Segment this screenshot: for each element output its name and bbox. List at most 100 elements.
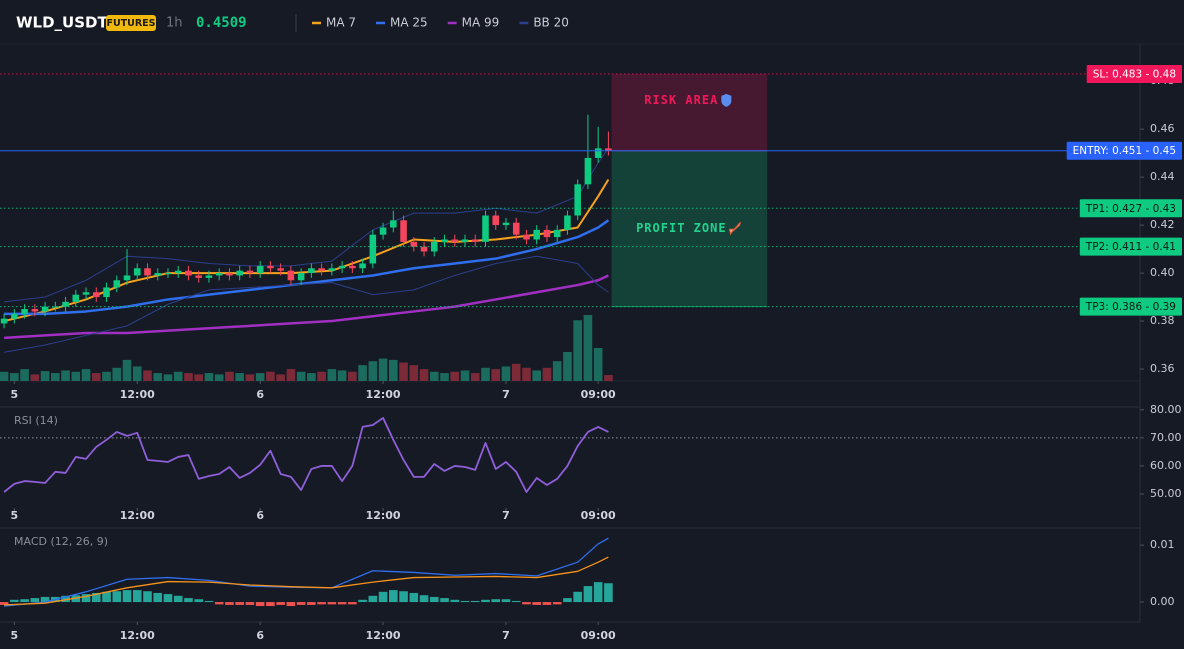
x-tick-label: 7: [502, 388, 510, 401]
candle-body: [277, 268, 284, 271]
histogram-bar: [399, 591, 408, 603]
y-tick-label: 50.00: [1150, 487, 1182, 500]
candle-body: [492, 215, 500, 226]
candle-body: [72, 294, 80, 302]
volume-bar: [91, 373, 101, 381]
histogram-bar: [358, 599, 367, 603]
interval: 1h: [166, 16, 183, 31]
histogram-bar: [307, 602, 316, 605]
histogram-bar: [0, 602, 9, 605]
candle-body: [400, 220, 407, 242]
level-tag: [1079, 237, 1182, 256]
candle-body: [205, 275, 213, 278]
x-tick-label: 5: [11, 509, 19, 522]
candle-body: [584, 157, 592, 185]
volume-bar: [245, 374, 255, 381]
level-tag-label: TP3: 0.386 - 0.39: [1085, 301, 1176, 313]
candle-body: [31, 309, 39, 312]
histogram-bar: [286, 602, 296, 607]
candle-body: [174, 270, 182, 274]
histogram-bar: [30, 598, 40, 603]
volume-bar: [194, 374, 204, 381]
volume-bar: [593, 348, 603, 381]
zone: [611, 150, 768, 307]
candle-body: [574, 184, 581, 216]
volume-bar: [30, 374, 40, 381]
volume-bar: [132, 366, 142, 381]
histogram-bar: [296, 602, 306, 605]
volume-bar: [184, 373, 193, 381]
candle-body: [226, 273, 233, 276]
histogram-bar: [163, 594, 173, 603]
histogram-bar: [552, 602, 562, 605]
level-tag: [1079, 199, 1182, 218]
histogram-bar: [112, 591, 122, 603]
histogram-bar: [132, 590, 142, 603]
histogram-bar: [419, 595, 429, 603]
histogram-bar: [450, 599, 460, 603]
level-tag-label: ENTRY: 0.451 - 0.45: [1073, 145, 1176, 157]
histogram-bar: [337, 602, 347, 605]
y-tick-label: 0.36: [1150, 362, 1175, 375]
histogram-bar: [40, 596, 50, 603]
candle-body: [215, 273, 223, 276]
histogram-bar: [389, 590, 398, 603]
bb-lower: [4, 255, 609, 353]
histogram-bar: [122, 590, 132, 603]
candle-body: [605, 148, 612, 151]
volume-bar: [225, 371, 234, 381]
candle-body: [349, 265, 356, 269]
volume-bar: [460, 370, 470, 381]
candle-body: [564, 215, 571, 230]
volume-bar: [337, 370, 347, 381]
shield-icon: [721, 93, 732, 107]
histogram-bar: [91, 592, 101, 603]
candle-body: [267, 265, 274, 269]
y-tick-label: 80.00: [1150, 403, 1182, 416]
bb-upper: [4, 148, 609, 303]
candle-body: [482, 215, 489, 242]
histogram-bar: [204, 600, 214, 603]
x-tick-label: 09:00: [581, 629, 616, 642]
level-tag: [1079, 297, 1182, 316]
candle-body: [123, 275, 131, 281]
volume-bar: [71, 371, 81, 381]
volume-bar: [20, 369, 29, 381]
candle-body: [553, 229, 561, 238]
volume-bar: [327, 369, 337, 381]
histogram-bar: [573, 591, 582, 603]
volume-bar: [286, 369, 296, 381]
candle-body: [543, 229, 551, 238]
histogram-bar: [61, 595, 70, 603]
volume-bar: [266, 371, 275, 381]
volume-bar: [573, 320, 582, 381]
volume-bar: [296, 371, 306, 381]
histogram-bar: [409, 592, 419, 603]
volume-bar: [542, 367, 552, 381]
volume-bar: [481, 367, 490, 381]
badge-bg: [106, 15, 156, 31]
y-tick-label: 0.46: [1150, 122, 1175, 135]
candle-body: [154, 273, 162, 276]
candle-body: [82, 292, 90, 295]
candle-body: [369, 234, 377, 264]
level-tag: [1066, 141, 1182, 160]
volume-bar: [276, 374, 285, 381]
candle-body: [533, 229, 540, 240]
legend-label: MA 99: [462, 16, 500, 30]
volume-bar: [143, 370, 152, 381]
volume-bar: [378, 358, 388, 381]
volume-bar: [491, 369, 501, 381]
histogram-bar: [440, 598, 449, 603]
y-tick-label: 70.00: [1150, 431, 1182, 444]
volume-bar: [450, 371, 460, 381]
y-tick-label: 0.00: [1150, 595, 1175, 608]
histogram-bar: [143, 591, 152, 603]
y-tick-label: 0.42: [1150, 218, 1175, 231]
histogram-bar: [378, 591, 388, 603]
candle-body: [471, 239, 479, 242]
volume-bar: [112, 367, 122, 381]
x-tick-label: 5: [11, 388, 19, 401]
candle-body: [256, 265, 264, 274]
